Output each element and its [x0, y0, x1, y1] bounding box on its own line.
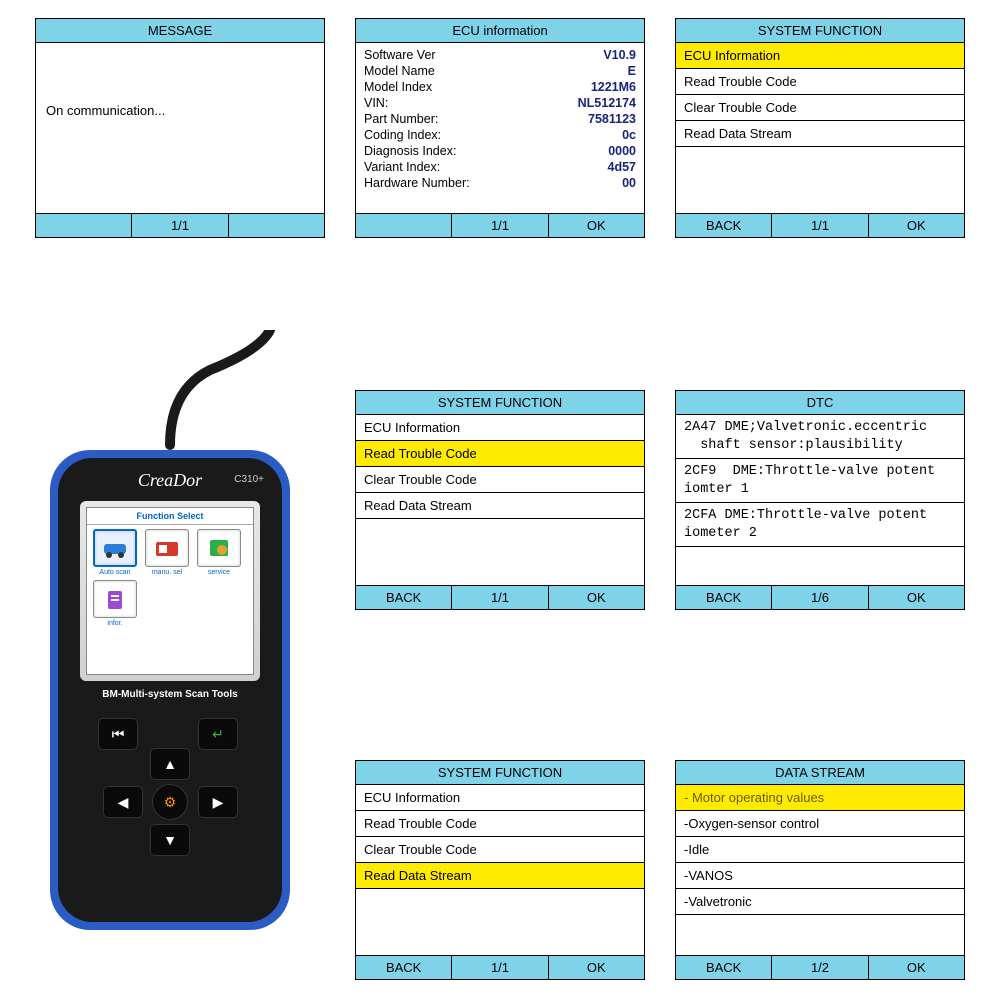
footer-right: [229, 214, 324, 237]
device-inner: CreaDor C310+ Function Select Auto scan …: [58, 458, 282, 922]
enter-button[interactable]: ↵: [198, 718, 238, 750]
left-button[interactable]: ◀: [103, 786, 143, 818]
footer-mid: 1/1: [452, 586, 548, 609]
panel-footer: BACK 1/2 OK: [676, 955, 964, 979]
panel-footer: BACK 1/1 OK: [676, 213, 964, 237]
device-shell: CreaDor C310+ Function Select Auto scan …: [50, 450, 290, 930]
footer-ok[interactable]: OK: [869, 214, 964, 237]
right-button[interactable]: ▶: [198, 786, 238, 818]
panel-sysfunc-3: SYSTEM FUNCTION ECU Information Read Tro…: [355, 760, 645, 980]
panel-sysfunc-1: SYSTEM FUNCTION ECU Information Read Tro…: [675, 18, 965, 238]
panel-footer: BACK 1/1 OK: [356, 585, 644, 609]
screen-title: Function Select: [87, 508, 253, 525]
dtc-entry[interactable]: 2CFA DME:Throttle-valve potent iometer 2: [676, 503, 964, 547]
panel-ecu-info: ECU information Software VerV10.9 Model …: [355, 18, 645, 238]
dtc-body: 2A47 DME;Valvetronic.eccentric shaft sen…: [676, 415, 964, 585]
ds-item[interactable]: - Motor operating values: [676, 785, 964, 811]
panel-data-stream: DATA STREAM - Motor operating values -Ox…: [675, 760, 965, 980]
footer-mid: 1/1: [772, 214, 868, 237]
panel-title: DATA STREAM: [676, 761, 964, 785]
footer-ok[interactable]: OK: [869, 956, 964, 979]
footer-mid: 1/1: [452, 956, 548, 979]
list-item[interactable]: Read Data Stream: [676, 121, 964, 147]
panel-footer: BACK 1/1 OK: [356, 955, 644, 979]
gear-button[interactable]: ⚙: [152, 784, 188, 820]
footer-mid: 1/6: [772, 586, 868, 609]
panel-title: SYSTEM FUNCTION: [676, 19, 964, 43]
list-item[interactable]: ECU Information: [356, 785, 644, 811]
footer-right[interactable]: OK: [549, 214, 644, 237]
footer-mid: 1/1: [452, 214, 548, 237]
footer-left: [36, 214, 132, 237]
list-item[interactable]: ECU Information: [676, 43, 964, 69]
list-body: ECU Information Read Trouble Code Clear …: [356, 415, 644, 585]
service-icon: [204, 536, 234, 560]
dtc-entry[interactable]: 2A47 DME;Valvetronic.eccentric shaft sen…: [676, 415, 964, 459]
list-body: ECU Information Read Trouble Code Clear …: [676, 43, 964, 213]
icon-auto-scan[interactable]: Auto scan: [91, 529, 139, 576]
panel-footer: 1/1 OK: [356, 213, 644, 237]
list-item[interactable]: Read Trouble Code: [356, 441, 644, 467]
icon-manu-sel[interactable]: manu. sel: [143, 529, 191, 576]
footer-back[interactable]: BACK: [356, 956, 452, 979]
panel-title: ECU information: [356, 19, 644, 43]
car-icon: [100, 536, 130, 560]
button-pad: ⏮ ↵ ▲ ◀ ⚙ ▶ ▼: [58, 718, 282, 898]
up-button[interactable]: ▲: [150, 748, 190, 780]
panel-sysfunc-2: SYSTEM FUNCTION ECU Information Read Tro…: [355, 390, 645, 610]
list-item[interactable]: Read Trouble Code: [676, 69, 964, 95]
ds-item[interactable]: -Idle: [676, 837, 964, 863]
list-item[interactable]: ECU Information: [356, 415, 644, 441]
manual-icon: [152, 536, 182, 560]
footer-mid: 1/1: [132, 214, 228, 237]
message-body: On communication...: [36, 43, 324, 213]
footer-ok[interactable]: OK: [549, 586, 644, 609]
footer-ok[interactable]: OK: [549, 956, 644, 979]
icon-service[interactable]: service: [195, 529, 243, 576]
list-item[interactable]: Read Data Stream: [356, 863, 644, 889]
footer-mid: 1/2: [772, 956, 868, 979]
footer-back[interactable]: BACK: [676, 214, 772, 237]
footer-left: [356, 214, 452, 237]
footer-back[interactable]: BACK: [676, 586, 772, 609]
panel-title: SYSTEM FUNCTION: [356, 761, 644, 785]
footer-back[interactable]: BACK: [676, 956, 772, 979]
footer-ok[interactable]: OK: [869, 586, 964, 609]
device-screen: Function Select Auto scan manu. sel s: [80, 501, 260, 681]
icon-infor[interactable]: infor.: [91, 580, 139, 627]
list-item[interactable]: Read Trouble Code: [356, 811, 644, 837]
cable-icon: [140, 330, 280, 450]
list-item[interactable]: Clear Trouble Code: [356, 837, 644, 863]
ds-item[interactable]: -Valvetronic: [676, 889, 964, 915]
scan-tool-device: CreaDor C310+ Function Select Auto scan …: [20, 370, 300, 970]
ds-item[interactable]: -Oxygen-sensor control: [676, 811, 964, 837]
list-item[interactable]: Clear Trouble Code: [676, 95, 964, 121]
prev-button[interactable]: ⏮: [98, 718, 138, 750]
down-button[interactable]: ▼: [150, 824, 190, 856]
list-body: ECU Information Read Trouble Code Clear …: [356, 785, 644, 955]
panel-message: MESSAGE On communication... 1/1: [35, 18, 325, 238]
info-icon: [100, 587, 130, 611]
list-item[interactable]: Clear Trouble Code: [356, 467, 644, 493]
model-label: C310+: [234, 474, 264, 485]
dtc-entry[interactable]: 2CF9 DME:Throttle-valve potent iomter 1: [676, 459, 964, 503]
ds-body: - Motor operating values -Oxygen-sensor …: [676, 785, 964, 955]
footer-back[interactable]: BACK: [356, 586, 452, 609]
panel-title: SYSTEM FUNCTION: [356, 391, 644, 415]
ds-item[interactable]: -VANOS: [676, 863, 964, 889]
panel-title: DTC: [676, 391, 964, 415]
list-item[interactable]: Read Data Stream: [356, 493, 644, 519]
icon-grid: Auto scan manu. sel service infor.: [87, 525, 253, 631]
panel-footer: 1/1: [36, 213, 324, 237]
device-subtitle: BM-Multi-system Scan Tools: [58, 689, 282, 700]
panel-title: MESSAGE: [36, 19, 324, 43]
ecu-body: Software VerV10.9 Model NameE Model Inde…: [356, 43, 644, 213]
panel-footer: BACK 1/6 OK: [676, 585, 964, 609]
panel-dtc: DTC 2A47 DME;Valvetronic.eccentric shaft…: [675, 390, 965, 610]
